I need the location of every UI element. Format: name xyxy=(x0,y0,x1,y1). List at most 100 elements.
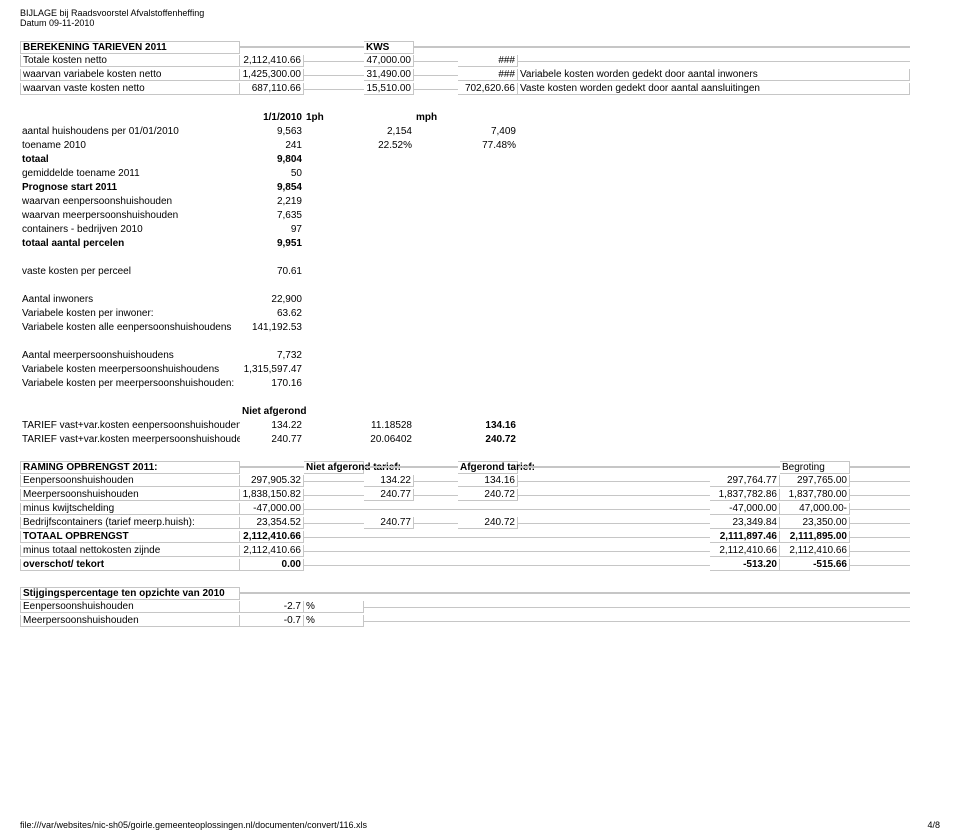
row: overschot/ tekort 0.00 -513.20 -515.66 xyxy=(20,558,940,572)
row-title: BEREKENING TARIEVEN 2011 KWS xyxy=(20,40,940,54)
cell: 1,837,782.86 xyxy=(710,489,780,501)
row: totaal 9,804 xyxy=(20,152,940,166)
row: Niet afgerond xyxy=(20,404,940,418)
cell: 141,192.53 xyxy=(240,322,304,333)
cell: 47,000.00- xyxy=(780,503,850,515)
cell: 297,765.00 xyxy=(780,475,850,487)
cell: ### xyxy=(458,69,518,81)
cell: 7,732 xyxy=(240,350,304,361)
cell: Niet afgerond tarief: xyxy=(304,461,364,474)
cell: 134.22 xyxy=(364,475,414,487)
row: waarvan vaste kosten netto 687,110.66 15… xyxy=(20,82,940,96)
row: vaste kosten per perceel 70.61 xyxy=(20,264,940,278)
cell: % xyxy=(304,601,364,613)
cell: 7,635 xyxy=(240,210,304,221)
cell: 702,620.66 xyxy=(458,83,518,95)
cell: mph xyxy=(414,112,458,123)
cell: containers - bedrijven 2010 xyxy=(20,224,240,235)
cell: 1,837,780.00 xyxy=(780,489,850,501)
cell: -47,000.00 xyxy=(710,503,780,515)
cell: TOTAAL OPBRENGST xyxy=(20,531,240,543)
spreadsheet: BEREKENING TARIEVEN 2011 KWS Totale kost… xyxy=(20,40,940,628)
cell: 134.22 xyxy=(240,420,304,431)
row: containers - bedrijven 2010 97 xyxy=(20,222,940,236)
cell: toename 2010 xyxy=(20,140,240,151)
row: Variabele kosten alle eenpersoonshuishou… xyxy=(20,320,940,334)
cell: Meerpersoonshuishouden xyxy=(20,489,240,501)
footer-path: file:///var/websites/nic-sh05/goirle.gem… xyxy=(20,820,367,830)
row: 1/1/2010 1ph mph xyxy=(20,110,940,124)
cell: 9,804 xyxy=(240,154,304,165)
cell: -2.7 xyxy=(240,601,304,613)
cell: 47,000.00 xyxy=(364,55,414,67)
row: waarvan meerpersoonshuishouden 7,635 xyxy=(20,208,940,222)
cell: % xyxy=(304,615,364,627)
cell: Bedrijfscontainers (tarief meerp.huish): xyxy=(20,517,240,529)
doc-header-2: Datum 09-11-2010 xyxy=(20,18,940,28)
cell: 297,764.77 xyxy=(710,475,780,487)
cell: vaste kosten per perceel xyxy=(20,266,240,277)
doc-header-1: BIJLAGE bij Raadsvoorstel Afvalstoffenhe… xyxy=(20,8,940,18)
row: gemiddelde toename 2011 50 xyxy=(20,166,940,180)
cell: Begroting xyxy=(780,461,850,474)
page-footer: file:///var/websites/nic-sh05/goirle.gem… xyxy=(0,816,960,834)
cell: 2,112,410.66 xyxy=(240,545,304,557)
cell: 0.00 xyxy=(240,559,304,571)
cell: 20.06402 xyxy=(364,434,414,445)
row: Variabele kosten meerpersoonshuishoudens… xyxy=(20,362,940,376)
cell: Afgerond tarief: xyxy=(458,461,518,474)
cell: 22,900 xyxy=(240,294,304,305)
cell: TARIEF vast+var.kosten meerpersoonshuish… xyxy=(20,434,240,445)
cell: KWS xyxy=(364,41,414,54)
cell: gemiddelde toename 2011 xyxy=(20,168,240,179)
cell: 9,854 xyxy=(240,182,304,193)
cell: 134.16 xyxy=(458,475,518,487)
row: Prognose start 2011 9,854 xyxy=(20,180,940,194)
cell: Eenpersoonshuishouden xyxy=(20,601,240,613)
cell: waarvan eenpersoonshuishouden xyxy=(20,196,240,207)
cell: 63.62 xyxy=(240,308,304,319)
cell: 1/1/2010 xyxy=(240,112,304,123)
cell: waarvan vaste kosten netto xyxy=(20,83,240,95)
cell: BEREKENING TARIEVEN 2011 xyxy=(20,41,240,54)
cell: 22.52% xyxy=(364,140,414,151)
cell: Niet afgerond xyxy=(240,406,304,417)
cell: waarvan meerpersoonshuishouden xyxy=(20,210,240,221)
cell: 70.61 xyxy=(240,266,304,277)
cell: -515.66 xyxy=(780,559,850,571)
cell: 240.72 xyxy=(458,517,518,529)
cell: 11.18528 xyxy=(364,420,414,431)
cell: totaal aantal percelen xyxy=(20,238,240,249)
cell: RAMING OPBRENGST 2011: xyxy=(20,461,240,474)
cell: 2,112,410.66 xyxy=(710,545,780,557)
cell: waarvan variabele kosten netto xyxy=(20,69,240,81)
cell: Aantal meerpersoonshuishoudens xyxy=(20,350,240,361)
cell: 297,905.32 xyxy=(240,475,304,487)
cell: 2,112,410.66 xyxy=(240,55,304,67)
cell: 2,154 xyxy=(364,126,414,137)
row: Aantal inwoners 22,900 xyxy=(20,292,940,306)
cell: 50 xyxy=(240,168,304,179)
row: TOTAAL OPBRENGST 2,112,410.66 2,111,897.… xyxy=(20,530,940,544)
cell: 77.48% xyxy=(458,140,518,151)
row: Meerpersoonshuishouden -0.7 % xyxy=(20,614,940,628)
cell: Variabele kosten meerpersoonshuishoudens xyxy=(20,364,240,375)
row: Aantal meerpersoonshuishoudens 7,732 xyxy=(20,348,940,362)
cell: 23,354.52 xyxy=(240,517,304,529)
cell: ### xyxy=(458,55,518,67)
cell: Aantal inwoners xyxy=(20,294,240,305)
row-raming-hdr: RAMING OPBRENGST 2011: Niet afgerond tar… xyxy=(20,460,940,474)
row: Stijgingspercentage ten opzichte van 201… xyxy=(20,586,940,600)
cell: Totale kosten netto xyxy=(20,55,240,67)
cell: 1,315,597.47 xyxy=(240,364,304,375)
cell: -513.20 xyxy=(710,559,780,571)
cell: Stijgingspercentage ten opzichte van 201… xyxy=(20,587,240,600)
cell: 15,510.00 xyxy=(364,83,414,95)
row: Eenpersoonshuishouden 297,905.32 134.22 … xyxy=(20,474,940,488)
cell: Eenpersoonshuishouden xyxy=(20,475,240,487)
cell: overschot/ tekort xyxy=(20,559,240,571)
page: BIJLAGE bij Raadsvoorstel Afvalstoffenhe… xyxy=(0,0,960,816)
cell: 240.72 xyxy=(458,434,518,445)
cell: -0.7 xyxy=(240,615,304,627)
row: waarvan variabele kosten netto 1,425,300… xyxy=(20,68,940,82)
